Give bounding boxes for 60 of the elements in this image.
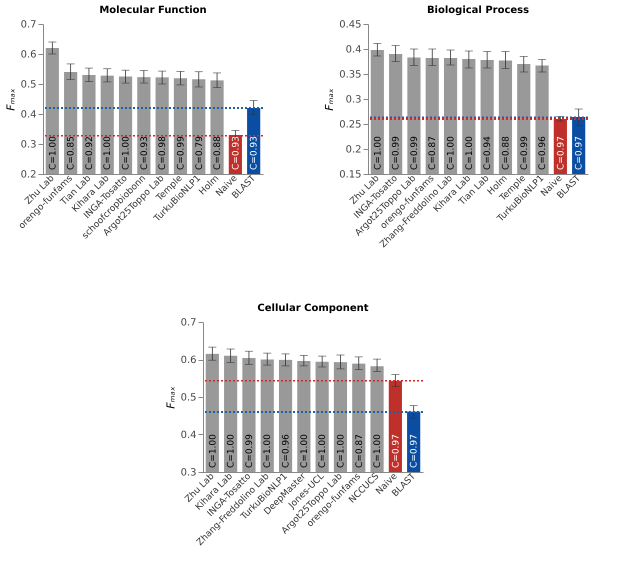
annotation: C=0.99 (244, 434, 255, 468)
annotation: C=1.00 (373, 136, 384, 170)
y-tick-label: 0.45 (339, 20, 362, 30)
annotation: C=0.94 (483, 136, 494, 170)
annotation: C=0.79 (194, 136, 205, 170)
y-tick-label: 0.2 (20, 170, 36, 180)
annotation: C=0.99 (410, 136, 420, 170)
y-tick-label: 0.5 (20, 80, 36, 90)
annotation: C=1.00 (336, 434, 346, 468)
y-tick-label: 0.4 (346, 44, 362, 56)
annotation: C=0.85 (66, 136, 77, 170)
y-tick-label: 0.3 (180, 468, 196, 478)
chart-title: Molecular Function (99, 5, 207, 16)
y-tick-label: 0.15 (339, 170, 362, 180)
y-tick-label: 0.35 (339, 70, 362, 80)
annotation: C=0.97 (391, 434, 402, 468)
annotation: C=0.99 (520, 136, 530, 170)
y-axis-title: Fₘₐₓ (323, 88, 336, 111)
y-axis-title: Fₘₐₓ (4, 88, 18, 111)
annotation: C=1.00 (446, 136, 457, 170)
annotation: C=0.87 (428, 136, 438, 170)
y-tick-label: 0.4 (180, 430, 196, 441)
annotation: C=1.00 (300, 434, 310, 468)
annotation: C=0.96 (282, 434, 292, 468)
annotation: C=1.00 (208, 434, 218, 468)
y-axis-title: Fₘₐₓ (164, 386, 178, 409)
annotation: C=0.87 (354, 434, 365, 468)
y-tick-label: 0.2 (346, 144, 362, 156)
annotation: C=0.99 (176, 136, 186, 170)
annotation: C=0.97 (574, 136, 585, 170)
annotation: C=1.00 (103, 136, 114, 170)
annotation: C=0.99 (392, 136, 402, 170)
y-tick-label: 0.5 (180, 392, 196, 404)
annotation: C=1.00 (318, 434, 328, 468)
annotation: C=1.00 (263, 434, 274, 468)
annotation: C=0.93 (140, 136, 150, 170)
annotation: C=1.00 (464, 136, 475, 170)
annotation: C=0.92 (84, 136, 95, 170)
y-tick-label: 0.6 (20, 50, 36, 60)
annotation: C=1.00 (226, 434, 237, 468)
y-tick-label: 0.3 (20, 140, 36, 150)
y-tick-label: 0.25 (339, 120, 362, 130)
annotation: C=0.97 (410, 434, 420, 468)
annotation: C=1.00 (48, 136, 58, 170)
chart-title: Biological Process (426, 5, 530, 16)
annotation: C=0.93 (231, 136, 242, 170)
y-tick-label: 0.7 (180, 318, 196, 328)
y-tick-label: 0.3 (346, 94, 362, 106)
annotation: C=0.96 (538, 136, 548, 170)
annotation: C=1.00 (373, 434, 384, 468)
chart-title: Cellular Component (257, 303, 369, 314)
annotation: C=0.98 (158, 136, 168, 170)
annotation: C=0.88 (213, 136, 224, 170)
y-tick-label: 0.7 (20, 20, 36, 30)
y-tick-label: 0.6 (180, 355, 196, 366)
annotation: C=0.88 (501, 136, 512, 170)
annotation: C=0.97 (556, 136, 566, 170)
annotation: C=1.00 (122, 136, 132, 170)
y-tick-label: 0.4 (20, 110, 36, 120)
annotation: C=0.93 (250, 136, 260, 170)
